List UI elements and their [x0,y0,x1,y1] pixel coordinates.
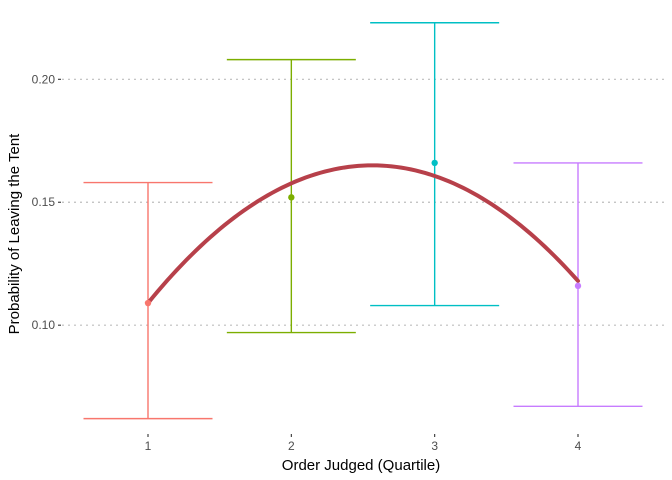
error-bars [83,22,643,420]
y-tick-label: 0.20 [32,72,56,86]
gridlines [62,78,664,326]
x-tick-label: 3 [431,439,438,453]
y-axis-title: Probability of Leaving the Tent [6,133,23,335]
fit-curve-group [146,163,580,306]
data-point [288,194,295,201]
data-point [574,282,582,290]
x-tick-labels: 1 2 3 4 [145,439,582,453]
data-point [431,159,438,167]
x-tick-label: 2 [288,439,295,453]
data-points [144,159,582,307]
x-axis-title: Order Judged (Quartile) [282,457,440,474]
axis-ticks [58,78,579,437]
y-tick-label: 0.10 [32,318,56,332]
y-tick-labels: 0.10 0.15 0.20 [32,72,56,332]
x-tick-label: 1 [145,439,152,453]
data-point [144,299,152,307]
fit-curve [146,163,580,306]
x-tick-label: 4 [575,439,582,453]
y-tick-label: 0.15 [32,195,56,209]
